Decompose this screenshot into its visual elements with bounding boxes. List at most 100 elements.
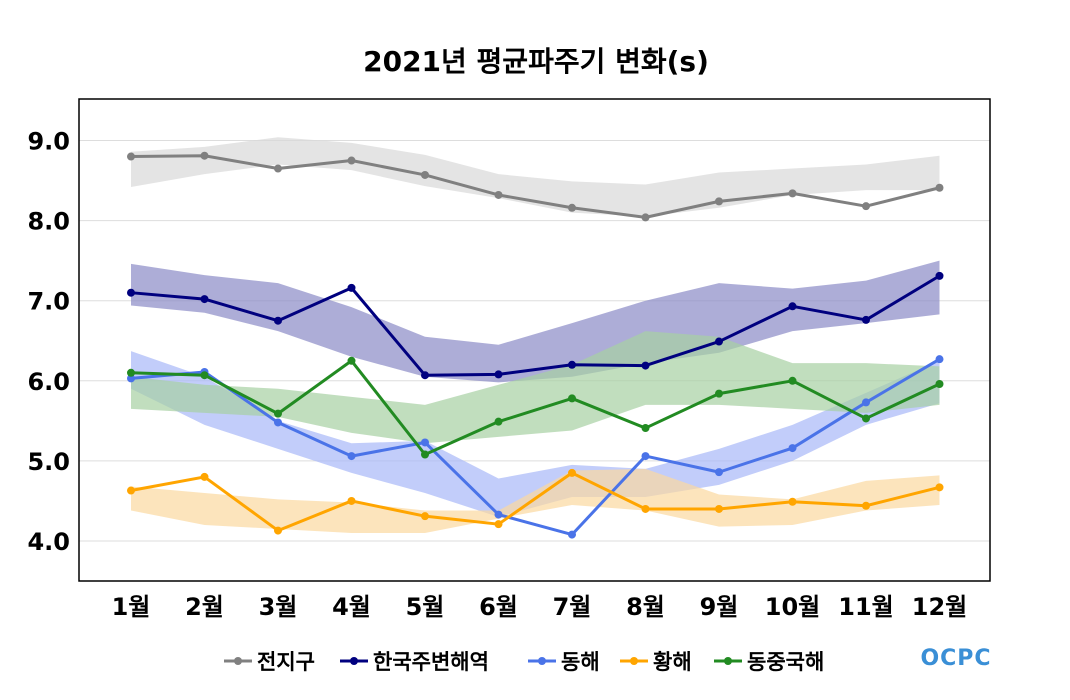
data-point (715, 389, 723, 398)
legend-marker (538, 657, 546, 665)
band-동중국해 (131, 331, 940, 444)
data-point (127, 368, 135, 377)
x-tick-label: 9월 (700, 593, 739, 621)
x-tick-label: 12월 (912, 593, 967, 621)
data-point (274, 526, 282, 535)
band-전지구 (131, 137, 940, 217)
data-point (788, 497, 797, 506)
series-line-황해 (130, 471, 940, 533)
data-point (494, 370, 503, 379)
legend-marker (630, 657, 638, 665)
data-point (568, 394, 576, 403)
data-point (494, 510, 503, 519)
x-tick-label: 2월 (185, 593, 224, 621)
data-point (421, 450, 429, 459)
data-point (421, 512, 429, 521)
data-point (862, 202, 870, 211)
y-tick-label: 5.0 (27, 448, 70, 476)
data-point (421, 438, 429, 447)
data-point (641, 213, 650, 222)
band-동해 (131, 351, 940, 517)
uncertainty-bands (131, 137, 940, 533)
data-point (494, 417, 503, 426)
series-points (127, 151, 944, 539)
data-point (641, 452, 650, 461)
data-point (347, 452, 356, 461)
x-tick-label: 10월 (765, 593, 820, 621)
legend-marker (724, 657, 732, 665)
data-point (715, 337, 723, 346)
band-황해 (131, 468, 940, 533)
data-point (568, 360, 576, 369)
data-point (862, 501, 870, 510)
y-tick-label: 7.0 (27, 288, 70, 316)
x-tick-labels: 1월 2월 3월 4월 5월 6월 7월 8월 9월 10월 11월 12월 (112, 593, 968, 621)
data-point (935, 355, 944, 364)
x-tick-label: 8월 (626, 593, 665, 621)
data-point (127, 152, 135, 161)
series-line-동해 (130, 357, 941, 537)
series-lines (130, 154, 941, 537)
chart-title: 2021년 평균파주기 변화(s) (363, 45, 709, 78)
data-point (568, 468, 576, 477)
x-tick-label: 5월 (406, 593, 445, 621)
data-point (494, 520, 503, 529)
legend-label: 동해 (561, 650, 600, 674)
legend-marker (350, 657, 358, 665)
legend-label: 한국주변해역 (373, 650, 489, 674)
data-point (127, 288, 135, 297)
x-tick-label: 11월 (838, 593, 893, 621)
data-point (641, 424, 650, 433)
data-point (274, 316, 282, 325)
data-point (788, 444, 797, 453)
x-tick-label: 6월 (479, 593, 518, 621)
data-point (127, 374, 135, 383)
y-tick-label: 4.0 (27, 528, 70, 556)
data-point (935, 483, 944, 492)
data-point (347, 283, 356, 292)
data-point (935, 183, 944, 192)
data-point (347, 156, 356, 165)
y-tick-label: 6.0 (27, 368, 70, 396)
data-point (715, 197, 723, 206)
ocpc-logo-text: OCPC (920, 646, 991, 671)
band-한국주변해역 (131, 260, 940, 383)
data-point (568, 530, 576, 539)
data-point (274, 418, 282, 427)
x-tick-label: 4월 (332, 593, 371, 621)
y-tick-labels: 4.0 5.0 6.0 7.0 8.0 9.0 (27, 128, 70, 557)
data-point (862, 315, 870, 324)
data-point (494, 190, 503, 199)
data-point (862, 398, 870, 407)
data-point (935, 271, 944, 280)
series-line-한국주변해역 (130, 274, 941, 377)
data-point (788, 376, 797, 385)
data-point (421, 371, 429, 380)
legend-label: 황해 (653, 650, 692, 674)
data-point (788, 189, 797, 198)
data-point (862, 414, 870, 423)
data-point (274, 409, 282, 418)
legend-label: 동중국해 (747, 650, 824, 674)
legend-marker (234, 657, 242, 665)
series-line-동중국해 (130, 359, 941, 456)
legend-label: 전지구 (257, 650, 315, 674)
y-tick-label: 9.0 (27, 128, 70, 156)
data-point (715, 504, 723, 513)
data-point (421, 170, 429, 179)
data-point (274, 164, 282, 173)
data-point (568, 203, 576, 212)
ocpc-logo: OCPC (920, 646, 991, 671)
data-point (347, 356, 356, 365)
x-tick-label: 3월 (259, 593, 298, 621)
data-point (935, 380, 944, 389)
data-point (127, 486, 135, 495)
data-point (788, 302, 797, 311)
data-point (200, 472, 209, 481)
series-line-전지구 (130, 154, 940, 219)
legend: 전지구 한국주변해역 동해 황해 동중국해 (224, 650, 824, 674)
x-tick-label: 1월 (112, 593, 151, 621)
data-point (200, 151, 209, 160)
y-tick-label: 8.0 (27, 208, 70, 236)
